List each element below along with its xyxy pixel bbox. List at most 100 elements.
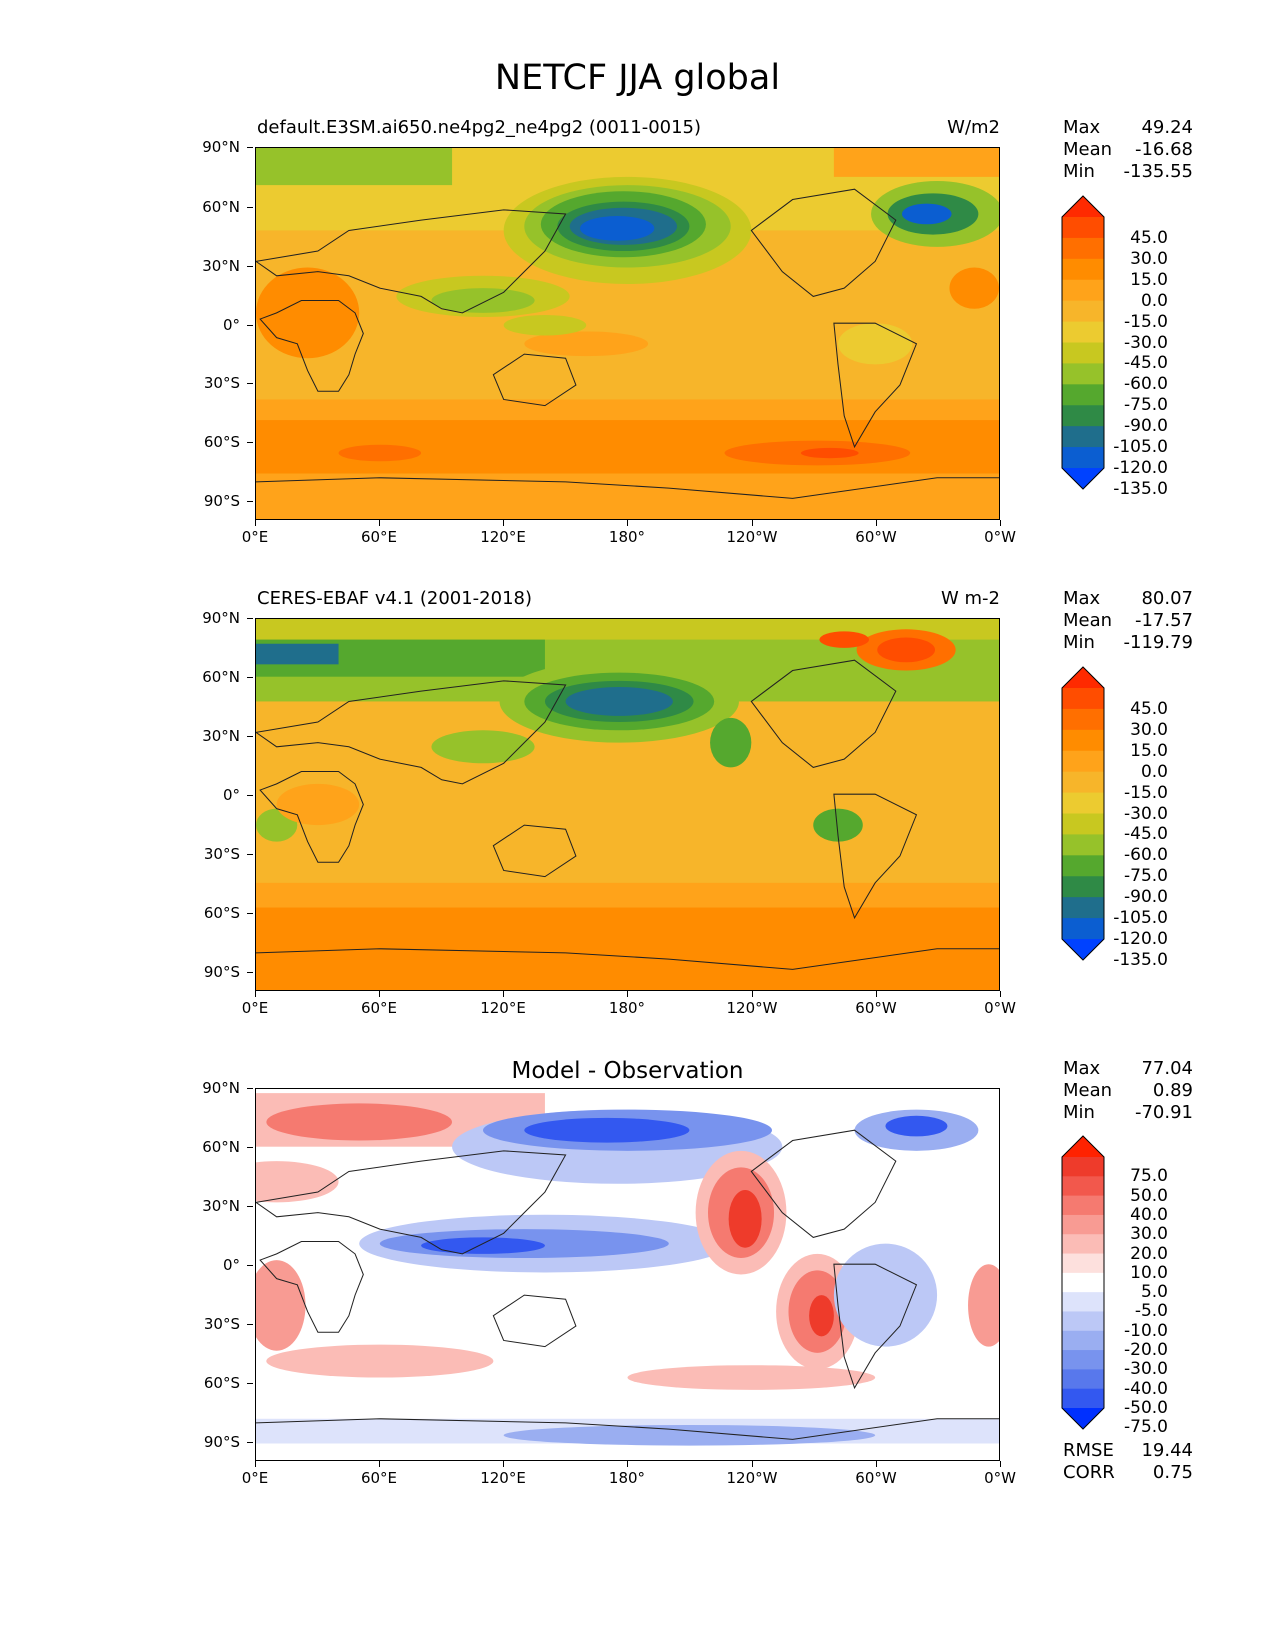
y-tick: 60°N <box>180 668 253 686</box>
x-tick: 180° <box>587 1461 667 1487</box>
stats-box: Max 49.24 Mean -16.68 Min -135.55 <box>1063 117 1193 183</box>
colorbar-segment <box>1062 321 1104 343</box>
colorbar-tick-label: -135.0 <box>1113 949 1168 970</box>
colorbar-tick-label: -90.0 <box>1124 887 1168 908</box>
colorbar-tick-label: -30.0 <box>1124 803 1168 824</box>
colorbar-segment <box>1062 217 1104 239</box>
x-tick: 180° <box>587 991 667 1017</box>
colorbar-tick-label: -75.0 <box>1124 1417 1168 1438</box>
y-tick: 90°N <box>180 1079 253 1097</box>
colorbar-segment <box>1062 342 1104 364</box>
stat-label: Mean <box>1063 610 1113 631</box>
colorbar-segment <box>1062 1330 1104 1351</box>
colorbar-segment <box>1062 792 1104 814</box>
colorbar-tick-label: -5.0 <box>1134 1301 1168 1322</box>
x-tick: 60°E <box>339 991 419 1017</box>
colorbar-segment <box>1062 1311 1104 1332</box>
colorbar <box>1060 1135 1106 1430</box>
colorbar-tick-label: 15.0 <box>1130 740 1168 761</box>
colorbar-segment <box>1062 384 1104 406</box>
y-tick: 60°N <box>180 1138 253 1156</box>
y-tick: 0° <box>180 786 253 804</box>
colorbar-segment <box>1062 426 1104 448</box>
map-observation <box>255 618 1000 991</box>
colorbar <box>1060 666 1106 961</box>
colorbar-tick-label: -30.0 <box>1124 1359 1168 1380</box>
panel-model-title: default.E3SM.ai650.ne4pg2_ne4pg2 (0011-0… <box>257 117 702 138</box>
y-tick: 60°S <box>180 1374 253 1392</box>
stat-label: Max <box>1063 1058 1101 1079</box>
y-tick: 90°S <box>180 963 253 981</box>
colorbar-extend-max <box>1062 1136 1104 1157</box>
x-tick: 180° <box>587 520 667 546</box>
colorbar-segment <box>1062 1292 1104 1312</box>
stat-label: Max <box>1063 588 1101 609</box>
x-tick: 0°W <box>960 1461 1040 1487</box>
colorbar-segment <box>1062 918 1104 940</box>
colorbar-tick-label: -105.0 <box>1113 908 1168 929</box>
colorbar-outline <box>1061 666 1105 961</box>
colorbar-tick-label: -45.0 <box>1124 353 1168 374</box>
metric-label: CORR <box>1063 1462 1115 1483</box>
map-observation-field <box>256 619 999 990</box>
figure-title: NETCF JJA global <box>494 58 781 98</box>
metrics-box: RMSE 19.44 CORR 0.75 <box>1063 1440 1193 1484</box>
colorbar-segment <box>1062 1253 1104 1274</box>
map-difference-field <box>256 1089 999 1460</box>
colorbar-segment <box>1062 237 1104 260</box>
stat-mean: 0.89 <box>1152 1080 1193 1101</box>
colorbar-tick-label: 15.0 <box>1130 269 1168 290</box>
x-tick: 0°E <box>215 520 295 546</box>
colorbar-tick-label: 0.0 <box>1140 761 1168 782</box>
x-tick: 60°W <box>836 520 916 546</box>
colorbar-segment <box>1062 855 1104 877</box>
colorbar-tick-label: -120.0 <box>1113 929 1168 949</box>
colorbar-tick-label: -50.0 <box>1124 1398 1168 1418</box>
metric-label: RMSE <box>1063 1440 1114 1461</box>
colorbar-tick-label: 40.0 <box>1130 1204 1168 1225</box>
stat-min: -135.55 <box>1123 161 1193 182</box>
stat-max: 80.07 <box>1141 588 1193 609</box>
colorbar-segment <box>1062 447 1104 469</box>
colorbar-tick-label: -15.0 <box>1124 782 1168 803</box>
colorbar-segment <box>1062 279 1104 302</box>
colorbar-tick-label: -105.0 <box>1113 437 1168 458</box>
x-tick: 120°E <box>463 991 543 1017</box>
y-tick: 30°S <box>180 845 253 863</box>
y-tick: 30°S <box>180 374 253 392</box>
colorbar-tick-label: 30.0 <box>1130 248 1168 269</box>
colorbar-segment <box>1062 1369 1104 1390</box>
colorbar-tick-label: -75.0 <box>1124 395 1168 416</box>
colorbar-tick-label: -135.0 <box>1113 478 1168 499</box>
stat-mean: -17.57 <box>1134 610 1193 631</box>
colorbar-tick-label: 50.0 <box>1130 1185 1168 1206</box>
colorbar-segment <box>1062 1388 1104 1409</box>
y-tick: 90°N <box>180 609 253 627</box>
stat-label: Min <box>1063 161 1095 182</box>
x-tick: 120°W <box>712 991 792 1017</box>
colorbar-extend-min <box>1062 939 1104 960</box>
panel-obs-title: CERES-EBAF v4.1 (2001-2018) <box>257 588 533 609</box>
colorbar-svg <box>1061 1135 1105 1430</box>
colorbar-svg <box>1061 666 1105 961</box>
colorbar-tick-label: -60.0 <box>1124 374 1168 395</box>
colorbar-tick-label: 10.0 <box>1130 1262 1168 1283</box>
colorbar-extend-min <box>1062 1408 1104 1429</box>
x-tick: 60°W <box>836 991 916 1017</box>
colorbar-outline <box>1061 1135 1105 1430</box>
stat-min: -119.79 <box>1123 632 1193 653</box>
colorbar-tick-label: -30.0 <box>1124 332 1168 353</box>
colorbar-extend-max <box>1062 667 1104 688</box>
stat-min: -70.91 <box>1134 1102 1193 1123</box>
stat-mean: -16.68 <box>1134 139 1193 160</box>
colorbar-tick-label: 5.0 <box>1140 1282 1168 1303</box>
x-tick: 0°E <box>215 991 295 1017</box>
colorbar-tick-label: -45.0 <box>1124 824 1168 845</box>
colorbar-tick-label: -10.0 <box>1124 1320 1168 1341</box>
stat-label: Mean <box>1063 139 1113 160</box>
y-tick: 30°N <box>180 1197 253 1215</box>
x-tick: 60°E <box>339 520 419 546</box>
rmse-value: 19.44 <box>1141 1440 1193 1461</box>
y-tick: 90°S <box>180 492 253 510</box>
y-tick: 90°S <box>180 1433 253 1451</box>
